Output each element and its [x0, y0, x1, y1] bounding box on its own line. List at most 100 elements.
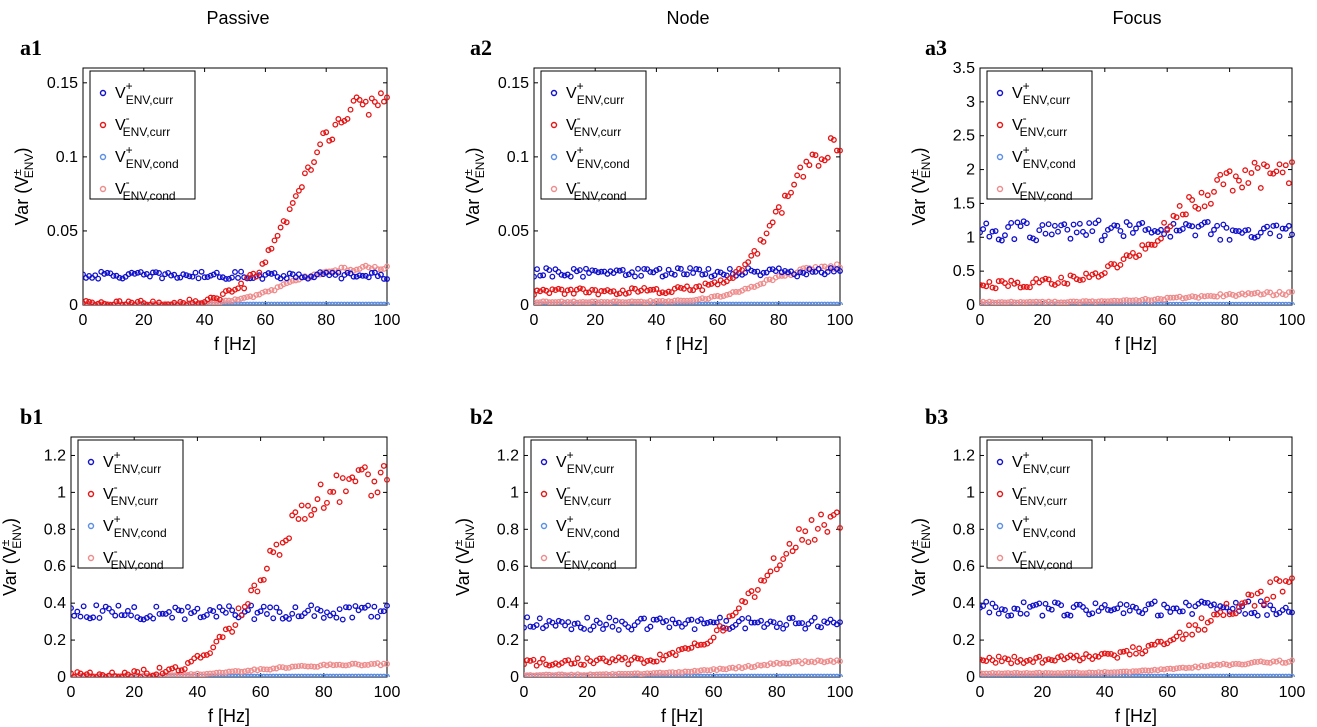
data-point [311, 506, 318, 513]
data-point [116, 301, 123, 305]
data-point [745, 662, 752, 669]
data-point [584, 672, 591, 677]
data-point [666, 651, 673, 658]
data-point [308, 602, 315, 609]
data-point [598, 268, 605, 275]
panel-tag-a1: a1 [20, 35, 42, 60]
data-point [777, 673, 783, 677]
data-point [1039, 673, 1046, 677]
data-point [601, 299, 608, 305]
data-point [371, 269, 378, 276]
data-point [1095, 217, 1102, 224]
data-point [245, 607, 251, 614]
data-point [1117, 668, 1124, 675]
data-point [980, 298, 987, 305]
data-point [1136, 297, 1143, 304]
data-point [830, 265, 837, 272]
data-point [684, 297, 690, 304]
y-axis-label: Var (V±ENV) [0, 518, 24, 596]
data-point [803, 158, 810, 165]
data-point [1002, 299, 1008, 305]
data-point [837, 658, 843, 665]
data-point [1083, 673, 1090, 677]
data-point [332, 301, 339, 305]
data-point [298, 673, 305, 677]
data-point [1111, 222, 1118, 229]
data-point [1129, 603, 1136, 610]
data-point [989, 284, 996, 291]
data-point [1080, 228, 1086, 235]
data-point [213, 295, 220, 302]
data-point [1186, 602, 1192, 609]
data-point [610, 288, 617, 295]
data-point [1023, 284, 1030, 290]
data-point [748, 267, 755, 274]
data-point [222, 297, 229, 304]
data-point [301, 170, 308, 177]
data-point [1276, 673, 1283, 677]
data-point [1270, 292, 1277, 299]
data-point [537, 272, 544, 279]
data-point [1164, 665, 1171, 672]
x-axis-label: f [Hz] [214, 334, 256, 354]
data-point [815, 265, 822, 272]
data-point [1151, 673, 1158, 677]
data-point [225, 297, 232, 304]
data-point [1123, 252, 1130, 259]
data-point [687, 265, 694, 272]
data-point [702, 280, 709, 287]
data-point [571, 620, 578, 627]
data-point [263, 565, 270, 572]
data-point [792, 658, 799, 665]
data-point [1023, 669, 1030, 676]
data-point [698, 667, 704, 674]
data-point [1289, 288, 1295, 295]
data-point [226, 625, 232, 632]
data-point [368, 660, 375, 667]
plot-area [980, 575, 1295, 677]
data-point [286, 279, 293, 285]
data-point [745, 301, 752, 305]
data-point [1285, 301, 1292, 305]
data-point [282, 673, 289, 677]
data-point [1257, 185, 1264, 191]
data-point [1245, 598, 1252, 605]
data-point [742, 625, 749, 632]
data-point [766, 266, 773, 273]
data-point [1089, 669, 1096, 676]
data-point [244, 301, 251, 305]
data-point [1267, 602, 1274, 609]
data-point [581, 625, 587, 632]
data-point [653, 616, 660, 623]
data-point [1086, 220, 1093, 226]
x-axis-label: f [Hz] [1115, 334, 1157, 354]
data-point [1002, 655, 1008, 662]
data-point [600, 671, 606, 677]
data-point [270, 665, 277, 672]
data-point [1151, 641, 1158, 648]
data-point [824, 301, 831, 305]
data-point [827, 301, 834, 305]
data-point [780, 556, 787, 563]
data-point [1051, 222, 1058, 229]
data-point [791, 181, 798, 188]
data-point [1076, 673, 1083, 677]
data-point [803, 301, 810, 305]
data-point [992, 604, 999, 611]
data-point [555, 285, 562, 292]
data-point [1182, 665, 1189, 672]
data-point [377, 673, 384, 677]
data-point [660, 673, 666, 677]
data-point [207, 272, 214, 279]
data-point [267, 604, 274, 611]
data-point [283, 275, 290, 282]
data-point [1055, 673, 1061, 677]
data-point [1220, 181, 1227, 188]
data-point [279, 664, 286, 671]
data-point [688, 644, 695, 651]
data-point [335, 269, 342, 276]
data-point [274, 232, 281, 239]
legend-label-curr-plus: V+ ENV,curr [566, 79, 624, 107]
data-point [1014, 673, 1021, 677]
data-point [1270, 301, 1277, 305]
